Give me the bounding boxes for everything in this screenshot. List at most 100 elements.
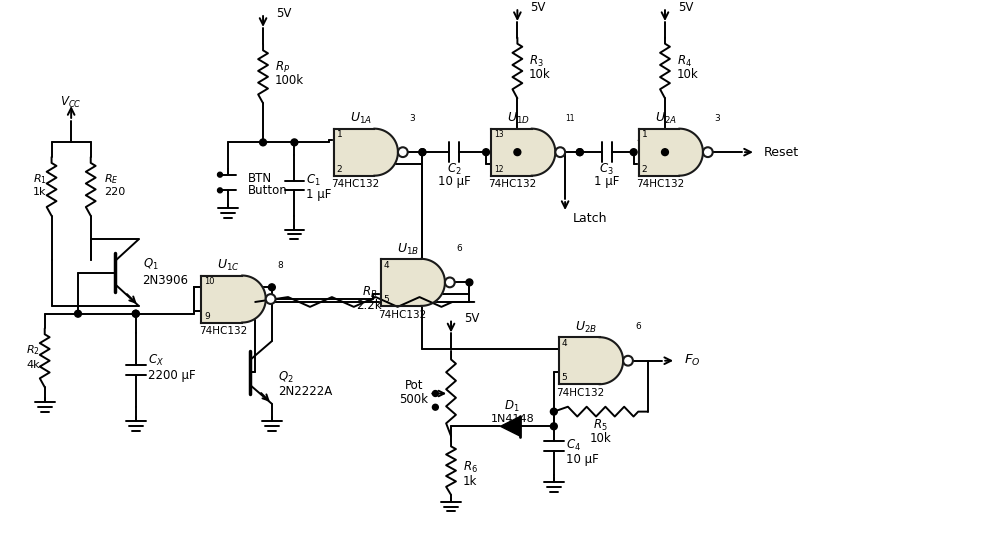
Text: $U_{2B}$: $U_{2B}$ — [575, 320, 597, 335]
Polygon shape — [381, 259, 445, 306]
Circle shape — [218, 188, 223, 193]
Text: $C_3$: $C_3$ — [599, 162, 614, 177]
Text: 2: 2 — [337, 165, 342, 174]
Circle shape — [291, 139, 298, 146]
Text: 74HC132: 74HC132 — [331, 179, 380, 189]
Text: Reset: Reset — [763, 146, 799, 158]
Circle shape — [550, 423, 557, 430]
Text: 1 μF: 1 μF — [306, 188, 332, 201]
Text: $C_2$: $C_2$ — [447, 162, 462, 177]
Text: $R_3$: $R_3$ — [529, 54, 543, 69]
Text: $C_1$: $C_1$ — [306, 173, 321, 188]
Text: 10k: 10k — [589, 432, 611, 444]
Polygon shape — [638, 129, 703, 176]
Text: 5V: 5V — [276, 7, 291, 19]
Text: $R_4$: $R_4$ — [676, 54, 691, 69]
Text: 74HC132: 74HC132 — [199, 326, 247, 336]
Circle shape — [623, 356, 633, 366]
Text: 4: 4 — [561, 339, 567, 348]
Text: 74HC132: 74HC132 — [489, 179, 536, 189]
Text: 3: 3 — [410, 114, 416, 123]
Text: 220: 220 — [105, 187, 126, 197]
Text: 3: 3 — [714, 114, 720, 123]
Text: 10k: 10k — [676, 68, 698, 81]
Text: 74HC132: 74HC132 — [636, 179, 684, 189]
Text: Latch: Latch — [573, 212, 607, 225]
Text: 5: 5 — [561, 373, 567, 382]
Text: $U_{1D}$: $U_{1D}$ — [506, 111, 529, 126]
Text: $R_2$: $R_2$ — [26, 343, 40, 357]
Text: 4: 4 — [384, 260, 389, 270]
Text: 10 μF: 10 μF — [438, 175, 471, 188]
Circle shape — [75, 310, 82, 317]
Circle shape — [260, 139, 267, 146]
Text: $U_{1B}$: $U_{1B}$ — [397, 242, 419, 257]
Text: $F_O$: $F_O$ — [684, 353, 700, 368]
Text: $C_X$: $C_X$ — [148, 353, 164, 368]
Text: 12: 12 — [494, 165, 503, 174]
Text: $U_{1A}$: $U_{1A}$ — [350, 111, 372, 126]
Circle shape — [132, 310, 139, 317]
Text: 10k: 10k — [529, 68, 550, 81]
Circle shape — [266, 294, 276, 304]
Text: 2.2k: 2.2k — [357, 299, 382, 312]
Text: $R_P$: $R_P$ — [275, 59, 290, 75]
Text: 6: 6 — [635, 322, 640, 331]
Circle shape — [483, 148, 490, 156]
Text: 9: 9 — [205, 312, 210, 321]
Circle shape — [630, 148, 637, 156]
Text: 74HC132: 74HC132 — [556, 388, 604, 398]
Circle shape — [445, 278, 455, 288]
Text: $R_E$: $R_E$ — [105, 172, 119, 186]
Circle shape — [661, 148, 668, 156]
Text: 2N3906: 2N3906 — [143, 274, 189, 287]
Text: Pot: Pot — [405, 379, 424, 392]
Polygon shape — [500, 417, 520, 436]
Circle shape — [419, 148, 426, 156]
Circle shape — [433, 404, 439, 410]
Text: 5V: 5V — [677, 1, 693, 14]
Text: $U_{1C}$: $U_{1C}$ — [218, 258, 240, 273]
Text: $R_6$: $R_6$ — [463, 460, 478, 475]
Text: 2N2222A: 2N2222A — [278, 384, 332, 398]
Text: 2: 2 — [641, 165, 647, 174]
Circle shape — [703, 147, 712, 157]
Text: 1: 1 — [337, 130, 343, 140]
Text: BTN: BTN — [248, 172, 272, 185]
Polygon shape — [202, 275, 266, 322]
Polygon shape — [491, 129, 555, 176]
Circle shape — [433, 391, 439, 397]
Circle shape — [419, 148, 426, 156]
Circle shape — [269, 284, 276, 291]
Text: Button: Button — [248, 184, 287, 197]
Text: $U_{2A}$: $U_{2A}$ — [655, 111, 677, 126]
Text: 500k: 500k — [400, 393, 429, 406]
Text: 1k: 1k — [33, 187, 47, 197]
Text: 1 μF: 1 μF — [594, 175, 619, 188]
Circle shape — [576, 148, 583, 156]
Circle shape — [555, 147, 565, 157]
Text: 1k: 1k — [463, 475, 478, 488]
Text: 5V: 5V — [464, 312, 480, 325]
Text: $R_5$: $R_5$ — [593, 418, 608, 433]
Text: $V_{CC}$: $V_{CC}$ — [60, 95, 82, 110]
Text: 6: 6 — [457, 244, 463, 253]
Text: $C_4$: $C_4$ — [565, 438, 580, 453]
Circle shape — [398, 147, 408, 157]
Circle shape — [513, 148, 520, 156]
Polygon shape — [558, 337, 623, 384]
Circle shape — [132, 310, 139, 317]
Text: 5: 5 — [384, 295, 390, 304]
Text: 2200 μF: 2200 μF — [148, 369, 195, 382]
Text: 1N4148: 1N4148 — [491, 414, 534, 424]
Text: 13: 13 — [494, 130, 503, 140]
Text: 74HC132: 74HC132 — [378, 310, 427, 320]
Text: 100k: 100k — [275, 74, 304, 87]
Text: 11: 11 — [565, 114, 574, 123]
Text: 5V: 5V — [530, 1, 545, 14]
Text: $R_B$: $R_B$ — [362, 285, 377, 300]
Circle shape — [466, 279, 473, 286]
Text: $Q_2$: $Q_2$ — [278, 370, 294, 385]
Text: 4k: 4k — [26, 360, 40, 370]
Text: 10: 10 — [205, 278, 215, 286]
